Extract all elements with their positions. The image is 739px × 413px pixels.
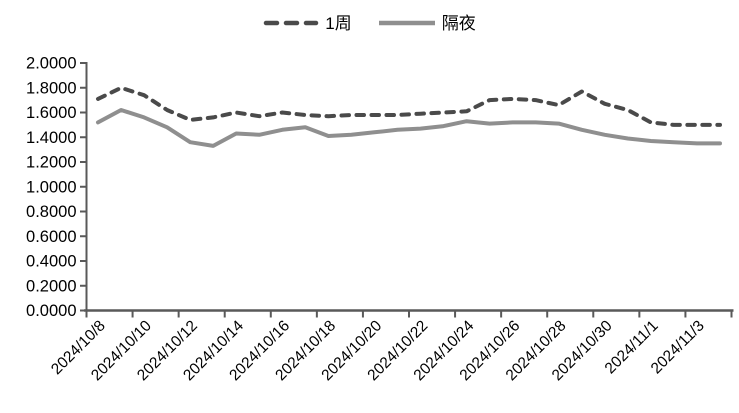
y-tick-label: 0.8000 <box>26 203 76 221</box>
chart-legend: 1周 隔夜 <box>0 10 739 36</box>
y-axis-ticks: 0.0000 0.2000 0.4000 0.6000 0.8000 1.0000 1.20… <box>26 55 87 320</box>
dashed-line-sample <box>264 20 319 26</box>
solid-line-sample <box>378 20 435 26</box>
legend-item-overnight: 隔夜 <box>378 15 476 32</box>
x-axis-labels: 2024/10/82024/10/102024/10/122024/10/142… <box>48 317 708 384</box>
y-tick-label: 1.8000 <box>26 79 76 97</box>
legend-label-1week: 1周 <box>325 13 352 33</box>
y-tick-label: 1.6000 <box>26 104 76 122</box>
series-1week-line <box>96 85 722 127</box>
y-tick-label: 0.2000 <box>26 277 76 295</box>
y-tick-label: 0.6000 <box>26 228 76 246</box>
y-tick-label: 1.0000 <box>26 178 76 196</box>
series-overnight-line <box>96 108 722 148</box>
legend-label-overnight: 隔夜 <box>441 13 476 33</box>
y-tick-label: 0.0000 <box>26 302 76 320</box>
y-tick-label: 2.0000 <box>26 55 76 73</box>
line-chart: 0.0000 0.2000 0.4000 0.6000 0.8000 1.0000 1.20… <box>26 55 734 384</box>
x-axis-ticks <box>85 310 733 318</box>
y-tick-label: 1.4000 <box>26 129 76 147</box>
legend-item-1week: 1周 <box>263 13 352 33</box>
y-tick-label: 0.4000 <box>26 253 76 271</box>
y-tick-label: 1.2000 <box>26 154 76 172</box>
